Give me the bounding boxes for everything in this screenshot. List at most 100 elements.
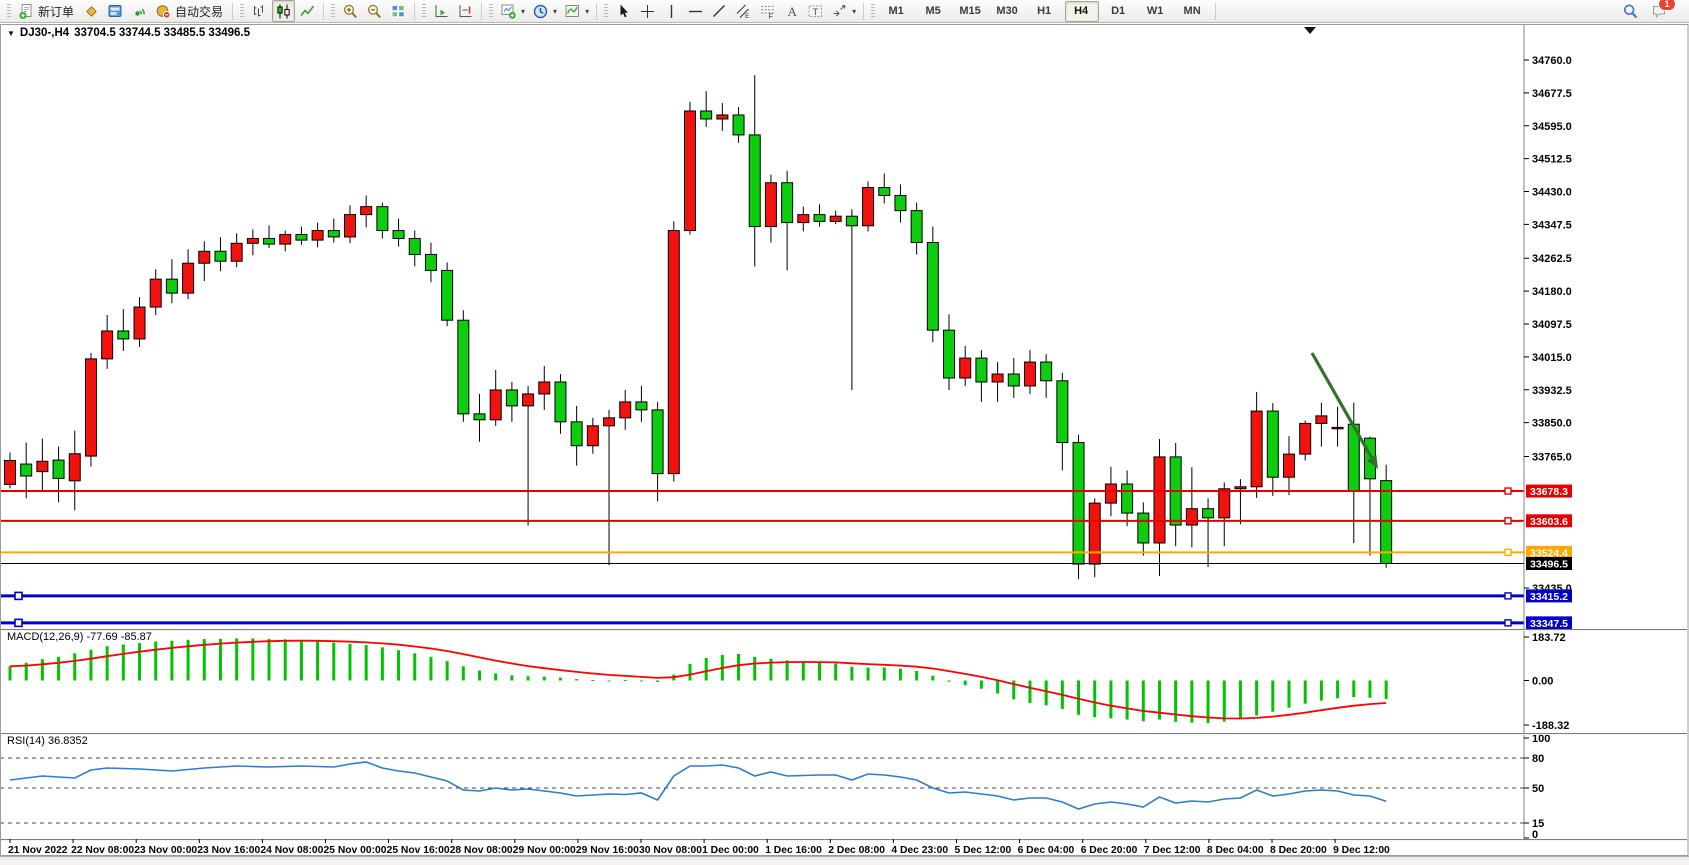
line-handle[interactable] — [1504, 517, 1512, 525]
tf-m5[interactable]: M5 — [917, 1, 951, 22]
time-axis[interactable]: 21 Nov 2022 22 Nov 08:00 23 Nov 00:00 23 No… — [8, 839, 1390, 856]
tf-m15[interactable]: M15 — [954, 1, 988, 22]
tile-windows-button[interactable] — [387, 0, 410, 22]
support-line-orange[interactable] — [0, 548, 1524, 557]
zoom-in-button[interactable] — [339, 0, 362, 22]
search-button[interactable] — [1619, 0, 1642, 22]
tf-m30[interactable]: M30 — [991, 1, 1025, 22]
price-line-label — [1526, 556, 1572, 570]
candle — [246, 238, 259, 244]
svg-text:33850.0: 33850.0 — [1532, 418, 1572, 430]
candlestick-button[interactable] — [272, 0, 296, 22]
scroll-anchor-marker[interactable] — [1304, 27, 1316, 34]
candle — [1234, 486, 1247, 490]
svg-text:34015.0: 34015.0 — [1532, 352, 1572, 364]
horizontal-line-button[interactable] — [684, 0, 707, 22]
candle — [1153, 456, 1166, 544]
support-line-blue-2[interactable] — [0, 618, 1524, 628]
resistance-line-2[interactable] — [0, 517, 1524, 525]
signals-button[interactable] — [128, 0, 151, 22]
chevron-down-icon[interactable]: ▾ — [585, 6, 590, 16]
svg-text:183.72: 183.72 — [1532, 632, 1566, 644]
new-order-button[interactable]: 新订单 — [15, 0, 79, 22]
candle — [149, 278, 162, 308]
svg-text:9 Dec 12:00: 9 Dec 12:00 — [1333, 845, 1390, 856]
price-line-label — [1526, 514, 1572, 528]
svg-text:34677.5: 34677.5 — [1532, 88, 1572, 100]
shapes-button[interactable]: ▾ — [828, 0, 859, 22]
autoscroll-icon — [435, 4, 448, 17]
chevron-down-icon[interactable]: ▾ — [852, 6, 857, 16]
line-handle[interactable] — [1504, 487, 1512, 495]
line-handle[interactable] — [1504, 592, 1512, 600]
channel-button[interactable]: E — [732, 0, 755, 22]
chart-canvas[interactable]: 34760.0 34677.5 34595.0 34512.5 34430.0 34347… — [0, 23, 1689, 860]
chat-button[interactable]: 1 — [1648, 0, 1676, 22]
candle — [473, 413, 486, 421]
crosshair-button[interactable] — [636, 0, 659, 22]
text-button[interactable]: A — [780, 0, 803, 22]
candle — [862, 187, 875, 227]
indicators-button[interactable]: ▾ — [561, 0, 592, 22]
svg-text:34595.0: 34595.0 — [1532, 121, 1572, 133]
periods-button[interactable]: ▾ — [529, 0, 560, 22]
svg-text:21 Nov 2022: 21 Nov 2022 — [8, 845, 68, 856]
tf-h4[interactable]: H4 — [1065, 0, 1100, 22]
chart-shift-button[interactable] — [454, 0, 477, 22]
candle — [716, 114, 729, 120]
candle — [1137, 512, 1150, 544]
candle — [343, 214, 356, 238]
candle — [926, 242, 939, 331]
tf-h1[interactable]: H1 — [1028, 1, 1062, 22]
candle — [748, 134, 761, 228]
line-handle[interactable] — [1504, 548, 1512, 557]
autotrading-button[interactable]: 自动交易 — [152, 0, 228, 22]
svg-text:25 Nov 16:00: 25 Nov 16:00 — [387, 845, 450, 856]
label-button[interactable]: T — [804, 0, 827, 22]
candle — [182, 262, 195, 294]
navigator-button[interactable] — [104, 0, 127, 22]
support-line-blue-1[interactable] — [0, 591, 1524, 601]
market-watch-button[interactable] — [80, 0, 103, 22]
line-handle[interactable] — [14, 618, 23, 628]
svg-text:33415.2: 33415.2 — [1530, 591, 1568, 603]
svg-text:33678.3: 33678.3 — [1530, 486, 1568, 498]
candle — [1315, 415, 1328, 424]
chevron-down-icon[interactable]: ▾ — [553, 6, 558, 16]
tf-m15-label: M15 — [959, 5, 981, 17]
chevron-down-icon[interactable]: ▾ — [521, 6, 526, 16]
candle — [1331, 426, 1344, 430]
new-chart-button[interactable]: ▾ — [497, 0, 528, 22]
candle — [424, 253, 437, 271]
tf-mn[interactable]: MN — [1176, 1, 1210, 22]
line-handle[interactable] — [1504, 619, 1512, 627]
candle — [101, 330, 114, 360]
trendline-button[interactable] — [708, 0, 731, 22]
resistance-line-1[interactable] — [0, 487, 1524, 495]
channel-icon: E — [736, 4, 750, 20]
cursor-button[interactable] — [612, 0, 635, 22]
candle — [603, 417, 616, 427]
svg-text:33524.4: 33524.4 — [1530, 547, 1568, 559]
svg-text:34347.5: 34347.5 — [1532, 219, 1572, 231]
down-arrow-annotation[interactable] — [1310, 352, 1378, 469]
tf-w1[interactable]: W1 — [1139, 1, 1173, 22]
auto-scroll-button[interactable] — [430, 0, 453, 22]
svg-text:23 Nov 00:00: 23 Nov 00:00 — [134, 845, 197, 856]
line-chart-button[interactable] — [296, 0, 319, 22]
svg-text:22 Nov 08:00: 22 Nov 08:00 — [71, 845, 134, 856]
rsi-line — [9, 761, 1387, 810]
tf-d1[interactable]: D1 — [1102, 1, 1136, 22]
line-handle[interactable] — [14, 591, 23, 601]
svg-text:30 Nov 08:00: 30 Nov 08:00 — [639, 845, 702, 856]
fibonacci-button[interactable]: F — [756, 0, 779, 22]
svg-text:T: T — [813, 6, 819, 17]
candle — [522, 393, 535, 407]
zoom-out-icon — [367, 4, 382, 18]
vertical-line-button[interactable] — [660, 0, 683, 22]
zoom-out-button[interactable] — [363, 0, 386, 22]
svg-text:28 Nov 08:00: 28 Nov 08:00 — [450, 845, 513, 856]
svg-text:4 Dec 23:00: 4 Dec 23:00 — [891, 845, 948, 856]
bar-chart-button[interactable] — [248, 0, 271, 22]
tf-m1[interactable]: M1 — [880, 1, 914, 22]
